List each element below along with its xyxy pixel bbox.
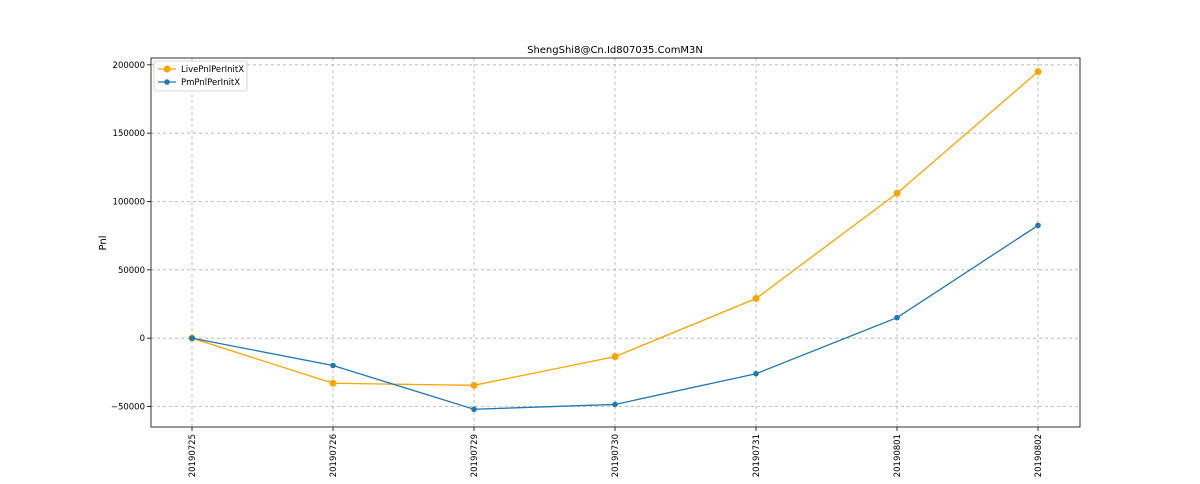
y-axis-label: Pnl	[98, 236, 109, 251]
data-point	[471, 406, 477, 413]
data-point	[189, 335, 195, 341]
y-tick-label: 50000	[118, 266, 145, 276]
plot-frame	[150, 57, 1081, 428]
data-point	[753, 370, 759, 377]
data-point	[611, 353, 619, 361]
grid-layer	[151, 58, 1080, 427]
chart-title: ShengShi8@Cn.Id807035.ComM3N	[527, 45, 703, 56]
x-tick-label: 20190726	[329, 434, 339, 477]
x-tick-label: 20190730	[611, 434, 621, 477]
series-layer	[188, 68, 1042, 413]
data-point	[329, 379, 337, 387]
x-tick-label: 20190801	[893, 434, 903, 477]
y-tick-label: 0	[140, 334, 145, 344]
data-point	[1034, 68, 1042, 76]
ticks-layer: 20190725 20190726 20190729 20190730 20190731…	[111, 61, 1044, 477]
y-tick-label: 200000	[113, 61, 145, 71]
legend-label: PmPnlPerInitX	[181, 78, 240, 88]
x-tick-label: 20190731	[752, 434, 762, 477]
data-point	[893, 189, 901, 197]
legend-label: LivePnlPerInitX	[181, 65, 244, 75]
legend-box	[153, 60, 248, 92]
data-point	[752, 295, 760, 303]
data-point	[894, 314, 900, 321]
data-point	[1035, 222, 1041, 229]
data-point	[612, 401, 618, 408]
x-tick-label: 20190729	[470, 434, 480, 477]
y-tick-label: 100000	[113, 198, 145, 208]
y-tick-label: −50000	[111, 403, 145, 413]
data-point	[470, 381, 478, 389]
legend-marker	[164, 79, 170, 85]
x-tick-label: 20190802	[1034, 434, 1044, 477]
data-point	[330, 362, 336, 369]
legend-marker	[163, 65, 171, 73]
x-tick-label: 20190725	[188, 434, 198, 477]
y-tick-label: 150000	[113, 129, 145, 139]
legend: LivePnlPerInitX PmPnlPerInitX	[153, 60, 248, 92]
